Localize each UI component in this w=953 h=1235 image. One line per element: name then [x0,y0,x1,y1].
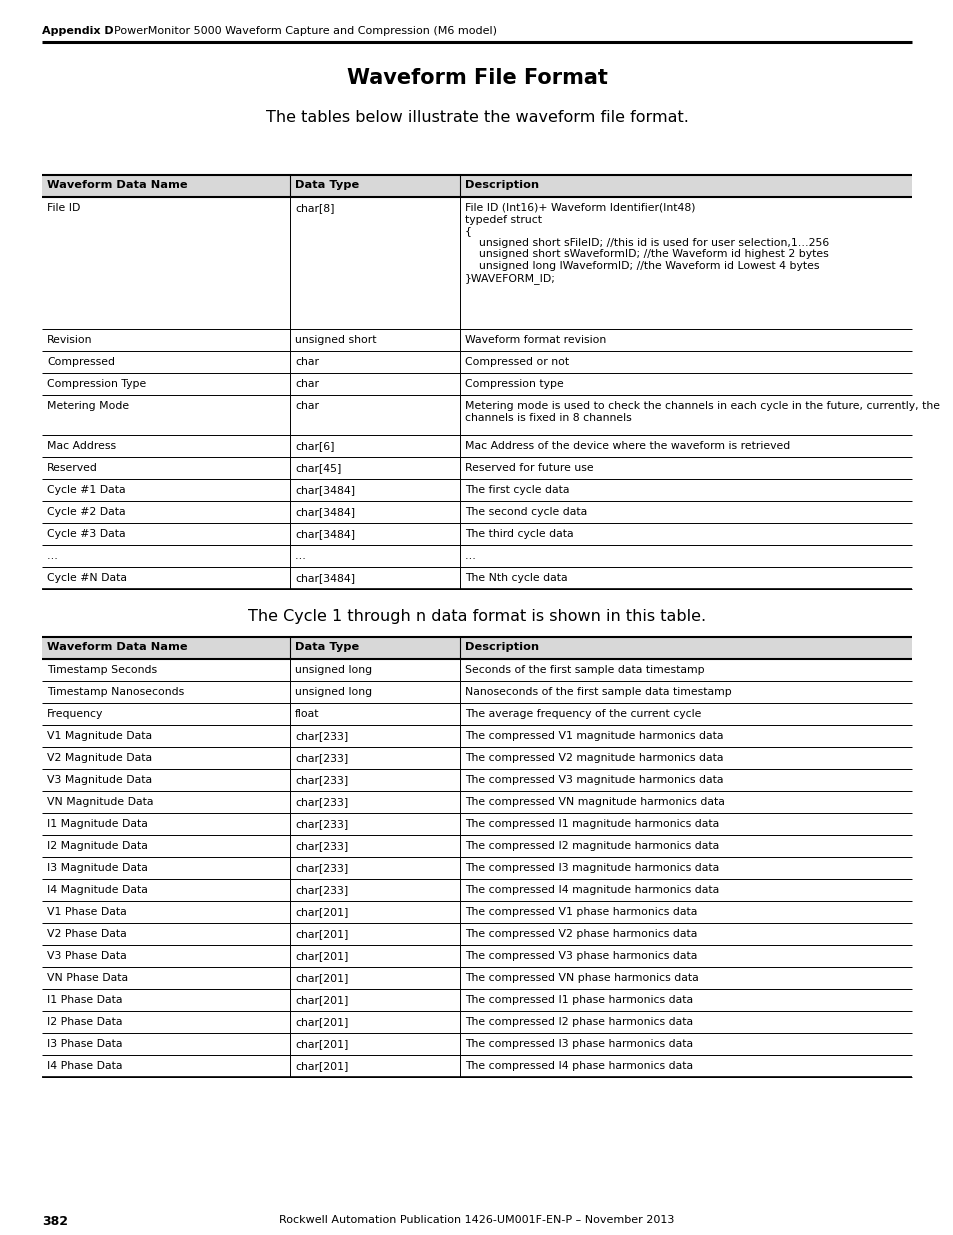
Bar [42,637,911,659]
Text: Timestamp Nanoseconds: Timestamp Nanoseconds [47,687,184,697]
Text: I1 Magnitude Data: I1 Magnitude Data [47,819,148,829]
Text: The compressed V1 magnitude harmonics data: The compressed V1 magnitude harmonics da… [464,731,722,741]
Text: char[201]: char[201] [294,1039,348,1049]
Text: The compressed V2 magnitude harmonics data: The compressed V2 magnitude harmonics da… [464,753,722,763]
Text: Compressed or not: Compressed or not [464,357,568,367]
Text: Cycle #1 Data: Cycle #1 Data [47,485,126,495]
Text: The compressed I3 phase harmonics data: The compressed I3 phase harmonics data [464,1039,692,1049]
Text: Waveform format revision: Waveform format revision [464,335,605,345]
Text: Seconds of the first sample data timestamp: Seconds of the first sample data timesta… [464,664,703,676]
Text: The second cycle data: The second cycle data [464,508,586,517]
Text: unsigned short: unsigned short [294,335,376,345]
Text: char[201]: char[201] [294,906,348,918]
Bar [42,175,911,198]
Text: The compressed I4 phase harmonics data: The compressed I4 phase harmonics data [464,1061,692,1071]
Text: V1 Phase Data: V1 Phase Data [47,906,127,918]
Text: Appendix D: Appendix D [42,26,113,36]
Text: Compressed: Compressed [47,357,115,367]
Text: The compressed V3 phase harmonics data: The compressed V3 phase harmonics data [464,951,697,961]
Text: The third cycle data: The third cycle data [464,529,573,538]
Text: V3 Phase Data: V3 Phase Data [47,951,127,961]
Text: The compressed I2 magnitude harmonics data: The compressed I2 magnitude harmonics da… [464,841,719,851]
Text: V2 Magnitude Data: V2 Magnitude Data [47,753,152,763]
Text: I4 Magnitude Data: I4 Magnitude Data [47,885,148,895]
Text: Metering mode is used to check the channels in each cycle in the future, current: Metering mode is used to check the chann… [464,401,939,422]
Text: I1 Phase Data: I1 Phase Data [47,995,122,1005]
Text: V1 Magnitude Data: V1 Magnitude Data [47,731,152,741]
Text: I3 Magnitude Data: I3 Magnitude Data [47,863,148,873]
Text: The compressed I4 magnitude harmonics data: The compressed I4 magnitude harmonics da… [464,885,719,895]
Text: The compressed V1 phase harmonics data: The compressed V1 phase harmonics data [464,906,697,918]
Text: The compressed VN phase harmonics data: The compressed VN phase harmonics data [464,973,698,983]
Text: Mac Address: Mac Address [47,441,116,451]
Text: char[6]: char[6] [294,441,335,451]
Text: Data Type: Data Type [294,642,359,652]
Text: char[233]: char[233] [294,797,348,806]
Text: Reserved for future use: Reserved for future use [464,463,593,473]
Text: float: float [294,709,319,719]
Text: char[201]: char[201] [294,929,348,939]
Text: Metering Mode: Metering Mode [47,401,129,411]
Text: char[201]: char[201] [294,995,348,1005]
Text: Waveform Data Name: Waveform Data Name [47,642,188,652]
Text: Mac Address of the device where the waveform is retrieved: Mac Address of the device where the wave… [464,441,789,451]
Text: File ID: File ID [47,203,80,212]
Text: Data Type: Data Type [294,180,359,190]
Text: char[233]: char[233] [294,776,348,785]
Text: I3 Phase Data: I3 Phase Data [47,1039,122,1049]
Text: Description: Description [464,180,538,190]
Text: Compression type: Compression type [464,379,563,389]
Text: The Nth cycle data: The Nth cycle data [464,573,567,583]
Text: The compressed V3 magnitude harmonics data: The compressed V3 magnitude harmonics da… [464,776,722,785]
Text: The compressed I2 phase harmonics data: The compressed I2 phase harmonics data [464,1016,692,1028]
Text: V3 Magnitude Data: V3 Magnitude Data [47,776,152,785]
Text: The compressed I1 phase harmonics data: The compressed I1 phase harmonics data [464,995,692,1005]
Text: The average frequency of the current cycle: The average frequency of the current cyc… [464,709,700,719]
Text: 382: 382 [42,1215,68,1228]
Text: The Cycle 1 through n data format is shown in this table.: The Cycle 1 through n data format is sho… [248,609,705,624]
Text: char[233]: char[233] [294,885,348,895]
Text: char[3484]: char[3484] [294,573,355,583]
Text: VN Magnitude Data: VN Magnitude Data [47,797,153,806]
Text: char[233]: char[233] [294,841,348,851]
Text: …: … [294,551,306,561]
Text: Cycle #2 Data: Cycle #2 Data [47,508,126,517]
Text: char[3484]: char[3484] [294,508,355,517]
Text: char[45]: char[45] [294,463,341,473]
Text: Frequency: Frequency [47,709,103,719]
Text: char[233]: char[233] [294,863,348,873]
Text: char[3484]: char[3484] [294,529,355,538]
Text: Compression Type: Compression Type [47,379,146,389]
Text: char[233]: char[233] [294,819,348,829]
Text: VN Phase Data: VN Phase Data [47,973,128,983]
Text: The compressed V2 phase harmonics data: The compressed V2 phase harmonics data [464,929,697,939]
Text: Waveform Data Name: Waveform Data Name [47,180,188,190]
Text: unsigned long: unsigned long [294,687,372,697]
Text: The compressed I3 magnitude harmonics data: The compressed I3 magnitude harmonics da… [464,863,719,873]
Text: Cycle #3 Data: Cycle #3 Data [47,529,126,538]
Text: char: char [294,401,318,411]
Text: File ID (Int16)+ Waveform Identifier(Int48)
typedef struct
{
    unsigned short : File ID (Int16)+ Waveform Identifier(Int… [464,203,828,284]
Text: I4 Phase Data: I4 Phase Data [47,1061,122,1071]
Text: I2 Magnitude Data: I2 Magnitude Data [47,841,148,851]
Text: …: … [47,551,58,561]
Text: PowerMonitor 5000 Waveform Capture and Compression (M6 model): PowerMonitor 5000 Waveform Capture and C… [113,26,497,36]
Text: char[201]: char[201] [294,973,348,983]
Text: The compressed VN magnitude harmonics data: The compressed VN magnitude harmonics da… [464,797,723,806]
Text: char[8]: char[8] [294,203,335,212]
Text: char[3484]: char[3484] [294,485,355,495]
Text: char[201]: char[201] [294,951,348,961]
Text: The first cycle data: The first cycle data [464,485,569,495]
Text: V2 Phase Data: V2 Phase Data [47,929,127,939]
Text: Revision: Revision [47,335,92,345]
Text: char[201]: char[201] [294,1016,348,1028]
Text: Reserved: Reserved [47,463,98,473]
Text: The compressed I1 magnitude harmonics data: The compressed I1 magnitude harmonics da… [464,819,719,829]
Text: char: char [294,379,318,389]
Text: Nanoseconds of the first sample data timestamp: Nanoseconds of the first sample data tim… [464,687,731,697]
Text: Cycle #N Data: Cycle #N Data [47,573,127,583]
Text: char[233]: char[233] [294,753,348,763]
Text: I2 Phase Data: I2 Phase Data [47,1016,122,1028]
Text: Rockwell Automation Publication 1426-UM001F-EN-P – November 2013: Rockwell Automation Publication 1426-UM0… [279,1215,674,1225]
Text: unsigned long: unsigned long [294,664,372,676]
